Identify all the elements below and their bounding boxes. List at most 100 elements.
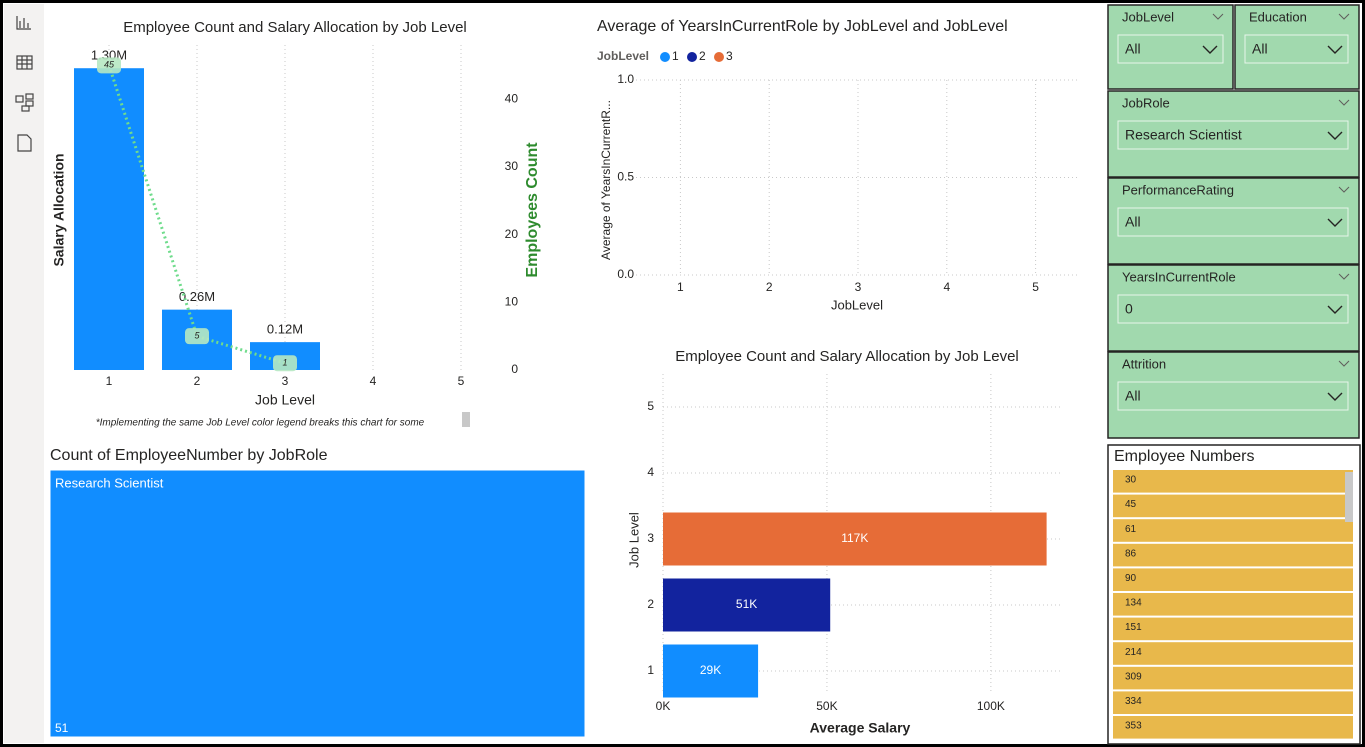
slicer-title: PerformanceRating <box>1122 182 1234 197</box>
x-tick-label: 5 <box>1032 280 1039 294</box>
table-row[interactable] <box>1113 666 1353 690</box>
bar <box>663 578 831 632</box>
table-cell: 214 <box>1125 647 1142 658</box>
legend-label: 2 <box>699 49 706 63</box>
line-label-bg <box>185 328 209 345</box>
chart-title: Count of EmployeeNumber by JobRole <box>50 447 328 464</box>
x-tick-label: 0K <box>656 699 671 713</box>
line <box>107 64 286 365</box>
slicer-value: All <box>1125 214 1141 230</box>
dropdown-chevron[interactable] <box>1202 45 1218 54</box>
table-row[interactable] <box>1113 470 1353 493</box>
bar-value-label: 51K <box>736 597 757 611</box>
slicer-dropdown[interactable] <box>1117 120 1349 150</box>
line-value-label: 45 <box>104 60 115 70</box>
slicer-dropdown[interactable] <box>1117 381 1349 411</box>
table-cell: 61 <box>1125 524 1137 535</box>
dax-view-icon[interactable] <box>17 134 32 152</box>
table-row[interactable] <box>1113 568 1353 591</box>
table-row[interactable] <box>1113 617 1353 641</box>
slicer-value: 0 <box>1125 301 1133 317</box>
slicer-collapse-icon[interactable] <box>1338 13 1350 20</box>
x-tick-label: 3 <box>282 374 289 388</box>
slicer-dropdown[interactable] <box>1117 207 1349 237</box>
bar-value-label: 0.26M <box>179 289 215 304</box>
line-label-bg <box>273 355 297 372</box>
legend-label: 3 <box>726 49 733 63</box>
line-value-label: 5 <box>194 331 200 341</box>
y-tick-label: 5 <box>647 399 654 413</box>
slicer-value: All <box>1125 388 1141 404</box>
report-view-icon[interactable] <box>16 16 31 30</box>
dropdown-chevron[interactable] <box>1327 45 1343 54</box>
table-row[interactable] <box>1113 642 1353 665</box>
x-tick-label: 100K <box>977 699 1005 713</box>
bar-value-label: 117K <box>841 531 868 545</box>
table-cell: 90 <box>1125 573 1137 584</box>
table-cell: 151 <box>1125 622 1142 633</box>
slicer-title: Attrition <box>1122 356 1166 371</box>
legend-swatch <box>660 52 670 62</box>
dropdown-chevron[interactable] <box>1327 392 1343 401</box>
y2-tick-label: 10 <box>505 294 519 308</box>
model-view-icon[interactable] <box>15 93 34 112</box>
dropdown-chevron[interactable] <box>1327 305 1343 314</box>
slicer-collapse-icon[interactable] <box>1338 360 1350 367</box>
y2-tick-label: 30 <box>505 159 519 173</box>
table-row[interactable] <box>1113 494 1353 518</box>
y2-tick-label: 40 <box>505 91 519 105</box>
slicer-collapse-icon[interactable] <box>1338 99 1350 106</box>
bar <box>663 512 1047 566</box>
y-tick-label: 0.0 <box>617 267 634 281</box>
nav-icons <box>15 16 34 152</box>
slicer-title: Education <box>1249 9 1307 24</box>
table-row[interactable] <box>1113 519 1353 542</box>
table-row[interactable] <box>1113 716 1353 739</box>
slicer-collapse-icon[interactable] <box>1338 186 1350 193</box>
table-cell: 30 <box>1125 475 1137 486</box>
bar-value-label: 29K <box>700 663 721 677</box>
x-axis-label: Job Level <box>255 392 315 408</box>
tile-value: 51 <box>55 721 69 735</box>
y-tick-label: 2 <box>647 597 654 611</box>
table-row[interactable] <box>1113 593 1353 616</box>
x-tick-label: 4 <box>943 280 950 294</box>
legend-title: JobLevel <box>597 49 649 63</box>
table-row[interactable] <box>1113 543 1353 567</box>
legend-label: 1 <box>672 49 679 63</box>
table-cell: 134 <box>1125 598 1142 609</box>
slicer-value: All <box>1125 41 1141 57</box>
dropdown-chevron[interactable] <box>1327 131 1343 140</box>
nav-bar <box>4 4 44 743</box>
x-tick-label: 2 <box>194 374 201 388</box>
slicer-collapse-icon[interactable] <box>1338 273 1350 280</box>
y2-tick-label: 0 <box>511 362 518 376</box>
treemap-tile <box>49 469 586 738</box>
data-view-icon[interactable] <box>16 55 33 70</box>
table-cell: 353 <box>1125 721 1142 732</box>
scrollbar <box>462 412 470 427</box>
x-axis-label: Average Salary <box>810 720 911 736</box>
table-cell: 86 <box>1125 548 1137 559</box>
slicer-title: YearsInCurrentRole <box>1122 269 1236 284</box>
chart-title: Employee Count and Salary Allocation by … <box>675 348 1019 365</box>
x-tick-label: 2 <box>766 280 773 294</box>
table-title: Employee Numbers <box>1114 448 1255 465</box>
x-tick-label: 4 <box>370 374 377 388</box>
slicer-collapse-icon[interactable] <box>1212 13 1224 20</box>
slicer-value: All <box>1252 41 1268 57</box>
table-cell: 309 <box>1125 671 1142 682</box>
x-tick-label: 3 <box>855 280 862 294</box>
y-axis-label: Average of YearsInCurrentR... <box>599 100 613 260</box>
slicer-dropdown[interactable] <box>1117 294 1349 324</box>
bar-value-label: 0.12M <box>267 322 303 337</box>
line-value-label: 1 <box>282 358 287 368</box>
line-label-bg <box>97 57 121 74</box>
dropdown-chevron[interactable] <box>1327 218 1343 227</box>
x-axis-label: JobLevel <box>831 297 883 312</box>
y-tick-label: 1 <box>647 663 654 677</box>
legend-swatch <box>687 52 697 62</box>
table-row[interactable] <box>1113 691 1353 714</box>
